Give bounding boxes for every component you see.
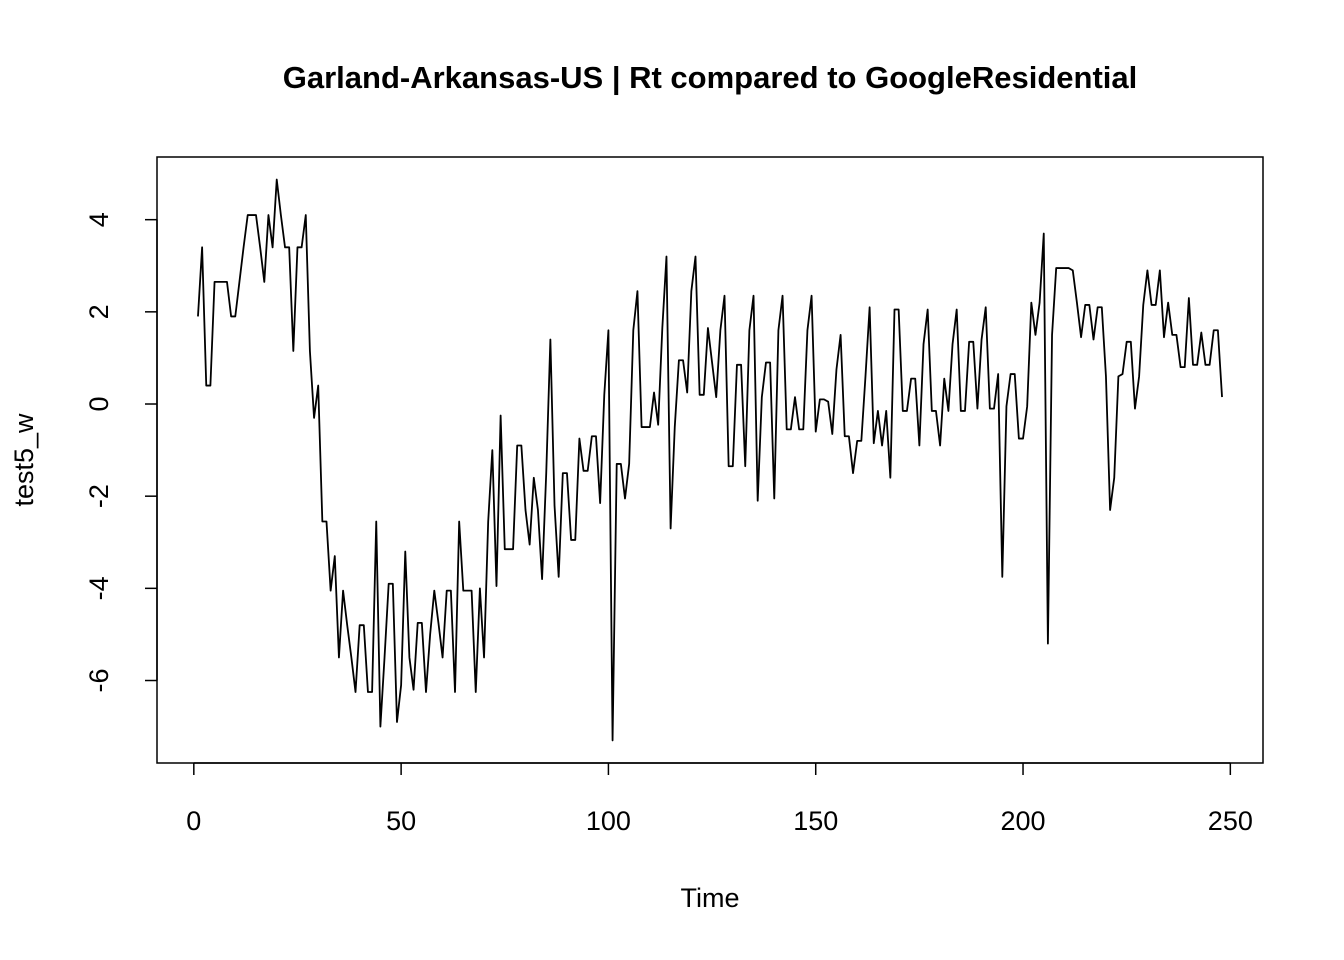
y-tick-label: 2 [84, 304, 114, 319]
x-tick-label: 250 [1208, 806, 1253, 836]
y-tick-label: 0 [84, 396, 114, 411]
y-tick-label: -6 [84, 669, 114, 693]
x-tick-label: 100 [586, 806, 631, 836]
x-axis-label: Time [681, 883, 740, 913]
x-tick-label: 150 [793, 806, 838, 836]
x-tick-label: 0 [186, 806, 201, 836]
x-tick-label: 50 [386, 806, 416, 836]
chart-title: Garland-Arkansas-US | Rt compared to Goo… [283, 60, 1137, 95]
x-tick-label: 200 [1000, 806, 1045, 836]
y-axis-label: test5_w [9, 413, 39, 507]
y-tick-label: 4 [84, 212, 114, 227]
y-tick-label: -2 [84, 484, 114, 508]
data-line [197, 178, 1223, 742]
y-tick-label: -4 [84, 576, 114, 600]
